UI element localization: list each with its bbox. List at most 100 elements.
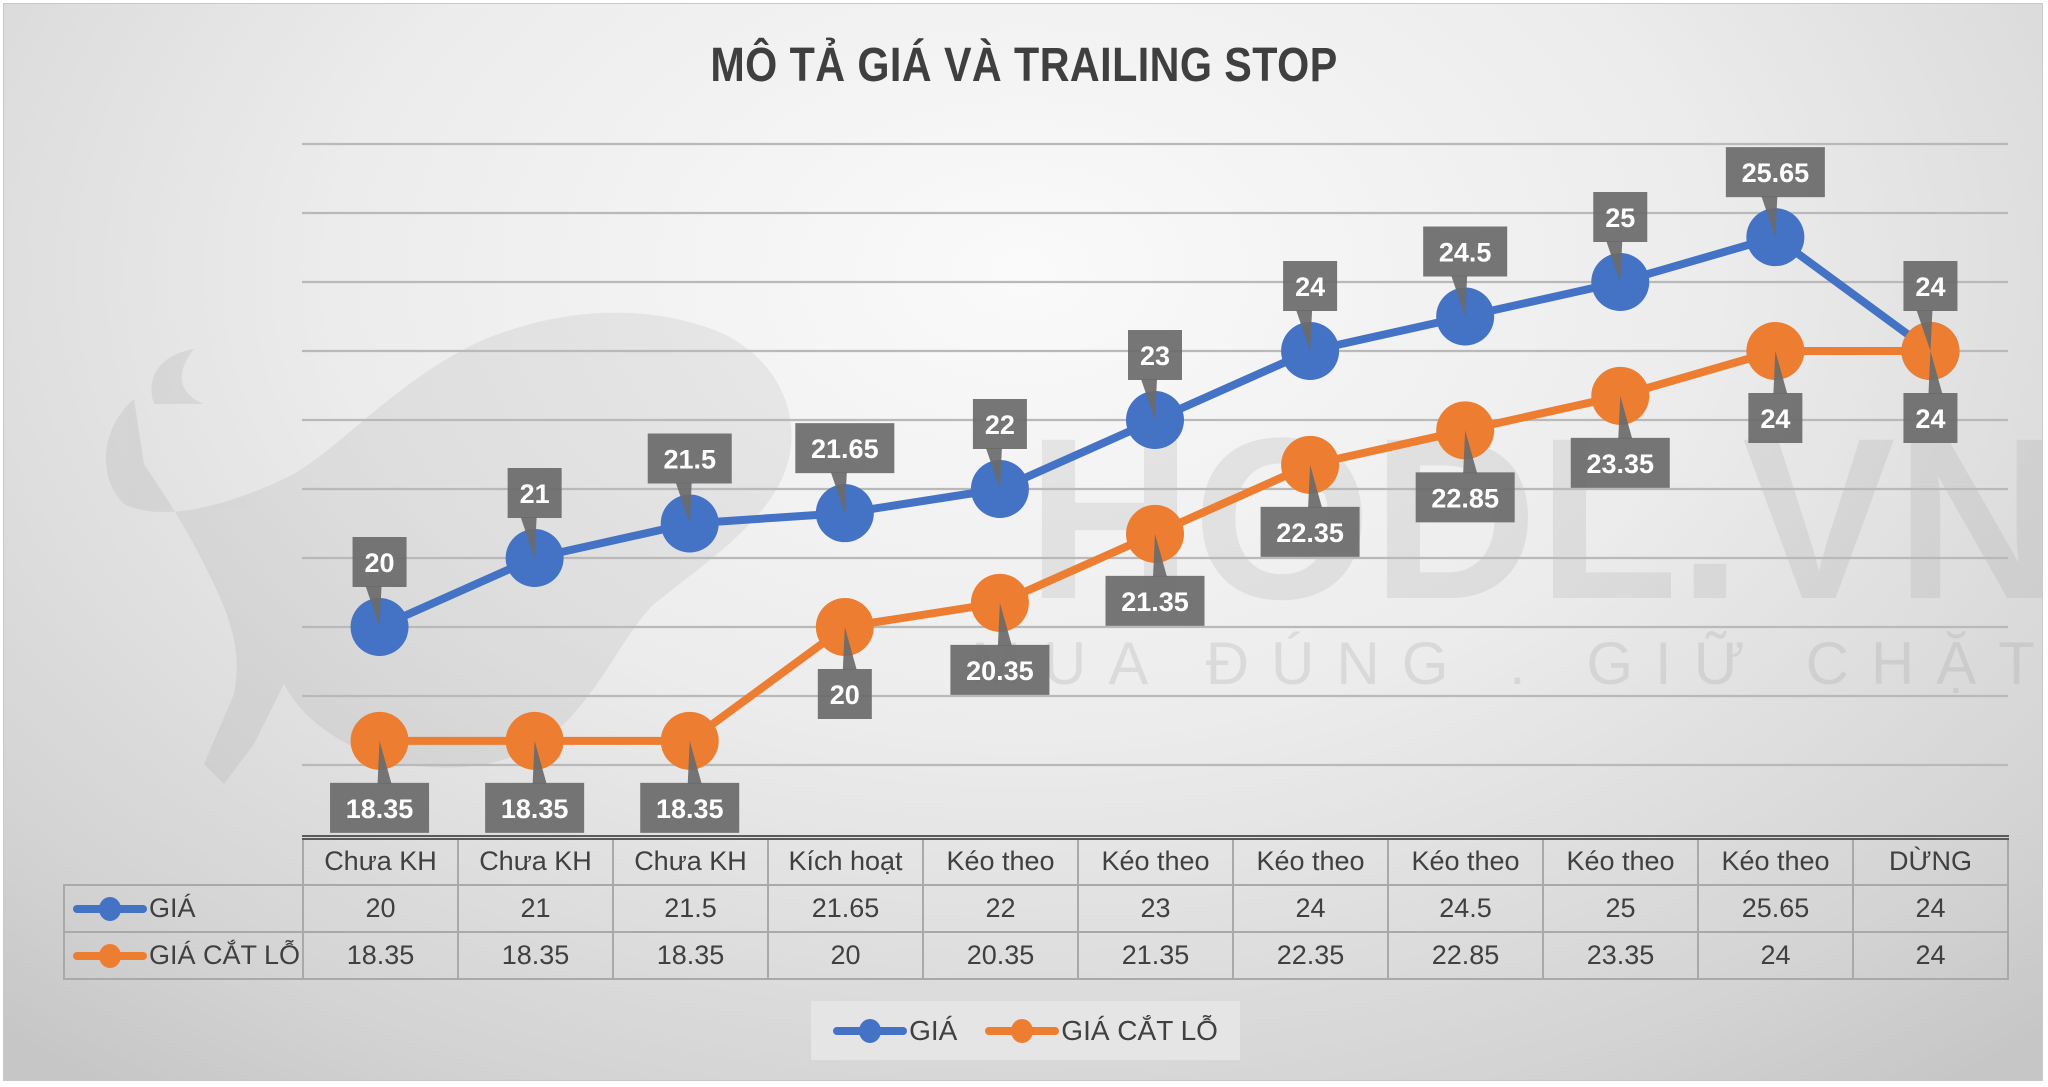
table-cell: 20.35 (922, 930, 1079, 980)
table-row-stop-loss: GIÁ CẮT LỖ 18.35 18.35 18.35 20 20.35 21… (63, 930, 2009, 980)
table-cell: 18.35 (457, 930, 614, 980)
price-data-label: 24.5 (1423, 226, 1508, 317)
bull-watermark-icon (105, 312, 792, 784)
category-header: Kéo theo (1542, 835, 1699, 886)
price-data-label: 22 (972, 399, 1027, 489)
price-legend-marker-icon (833, 1018, 908, 1043)
table-cell: 25 (1542, 883, 1699, 933)
svg-text:18.35: 18.35 (346, 794, 414, 824)
stop-loss-data-label: 22.85 (1415, 430, 1515, 523)
table-cell: 21.5 (612, 883, 769, 933)
category-header: Kích hoạt (767, 835, 924, 886)
stop-loss-data-label: 18.35 (640, 740, 740, 833)
category-header: Kéo theo (1387, 835, 1544, 886)
table-cell: 24 (1852, 930, 2009, 980)
table-cell: 24 (1697, 930, 1854, 980)
chart-title: MÔ TẢ GIÁ VÀ TRAILING STOP (710, 39, 1338, 92)
svg-text:23: 23 (1140, 341, 1170, 371)
legend-item-stop-loss: GIÁ CẮT LỖ (985, 1015, 1218, 1047)
category-header: Kéo theo (1232, 835, 1389, 886)
table-cell: 21 (457, 883, 614, 933)
svg-text:24.5: 24.5 (1439, 238, 1492, 268)
stop-loss-data-label: 23.35 (1570, 395, 1670, 488)
category-header: Kéo theo (1077, 835, 1234, 886)
svg-text:20: 20 (830, 680, 860, 710)
svg-text:22: 22 (985, 410, 1015, 440)
price-data-label: 21 (507, 468, 562, 558)
svg-text:18.35: 18.35 (656, 794, 724, 824)
watermark-slogan: MUA ĐÚNG . GIỮ CHẶT (971, 630, 2043, 697)
price-data-label: 25.65 (1725, 147, 1825, 238)
stop-loss-data-label: 24 (1903, 351, 1958, 443)
svg-text:24: 24 (1915, 272, 1945, 302)
svg-text:24: 24 (1295, 272, 1325, 302)
table-cell: 23 (1077, 883, 1234, 933)
chart-area: MÔ TẢ GIÁ VÀ TRAILING STOP HODL.VN MUA Đ… (3, 3, 2043, 1081)
svg-text:20.35: 20.35 (966, 656, 1034, 686)
table-header-row: Chưa KH Chưa KH Chưa KH Kích hoạt Kéo th… (64, 835, 2009, 886)
svg-text:25: 25 (1605, 203, 1635, 233)
table-corner (64, 838, 303, 885)
price-data-label: 20 (352, 537, 407, 627)
stop-loss-legend-marker-icon (985, 1018, 1060, 1043)
stop-loss-series-swatch-icon (73, 944, 147, 969)
category-header: Kéo theo (1697, 835, 1854, 886)
stop-loss-data-label: 18.35 (485, 740, 585, 833)
table-cell: 22.85 (1387, 930, 1544, 980)
legend-item-price: GIÁ (833, 1015, 957, 1047)
row-label-price: GIÁ (63, 883, 304, 933)
price-marker (815, 484, 874, 543)
stop-loss-data-label: 24 (1748, 351, 1803, 443)
table-cell: 24.5 (1387, 883, 1544, 933)
svg-text:21: 21 (520, 479, 550, 509)
data-table: Chưa KH Chưa KH Chưa KH Kích hoạt Kéo th… (63, 835, 2009, 980)
table-cell: 23.35 (1542, 930, 1699, 980)
price-marker (970, 460, 1029, 518)
table-cell: 24 (1232, 883, 1389, 933)
price-data-label: 25 (1593, 192, 1648, 282)
svg-text:23.35: 23.35 (1586, 449, 1654, 479)
svg-text:21.65: 21.65 (811, 434, 879, 464)
svg-text:22.85: 22.85 (1431, 483, 1499, 513)
category-header: Chưa KH (302, 835, 459, 886)
chart-legend: GIÁ GIÁ CẮT LỖ (811, 1001, 1240, 1060)
svg-text:21.35: 21.35 (1121, 587, 1189, 617)
price-data-label: 23 (1128, 330, 1182, 420)
data-labels: 20 21 21.5 21.65 22 23 24 24.5 25 25.65 24 18.35 18.… (330, 147, 1958, 833)
svg-text:24: 24 (1760, 404, 1790, 434)
table-cell: 22 (922, 883, 1079, 933)
category-header: Chưa KH (457, 835, 614, 886)
table-cell: 20 (767, 930, 924, 980)
stop-loss-marker (970, 573, 1029, 632)
table-cell: 20 (302, 883, 459, 933)
table-cell: 18.35 (612, 930, 769, 980)
svg-text:20: 20 (365, 548, 395, 578)
price-data-label: 24 (1283, 261, 1338, 351)
table-cell: 22.35 (1232, 930, 1389, 980)
stop-loss-data-label: 21.35 (1105, 533, 1205, 626)
price-data-label: 24 (1903, 261, 1958, 351)
category-header: Kéo theo (922, 835, 1079, 886)
table-cell: 24 (1852, 883, 2009, 933)
category-header: DỪNG (1852, 835, 2009, 886)
svg-text:21.5: 21.5 (663, 445, 716, 475)
price-data-label: 21.65 (795, 423, 895, 514)
category-header: Chưa KH (612, 835, 769, 886)
table-cell: 18.35 (302, 930, 459, 980)
table-cell: 21.35 (1077, 930, 1234, 980)
price-series-swatch-icon (73, 897, 147, 922)
svg-text:25.65: 25.65 (1742, 158, 1810, 188)
svg-text:18.35: 18.35 (501, 794, 569, 824)
price-data-label: 21.5 (647, 433, 732, 524)
svg-text:22.35: 22.35 (1276, 518, 1344, 548)
svg-text:24: 24 (1915, 404, 1945, 434)
row-label-stop-loss: GIÁ CẮT LỖ (63, 930, 304, 980)
stop-loss-data-label: 22.35 (1260, 464, 1360, 557)
table-cell: 25.65 (1697, 883, 1854, 933)
table-cell: 21.65 (767, 883, 924, 933)
table-row-price: GIÁ 20 21 21.5 21.65 22 23 24 24.5 25 25… (63, 883, 2009, 933)
stop-loss-data-label: 20 (817, 627, 872, 719)
stop-loss-data-label: 18.35 (330, 740, 430, 833)
stop-loss-data-label: 20.35 (950, 602, 1050, 695)
